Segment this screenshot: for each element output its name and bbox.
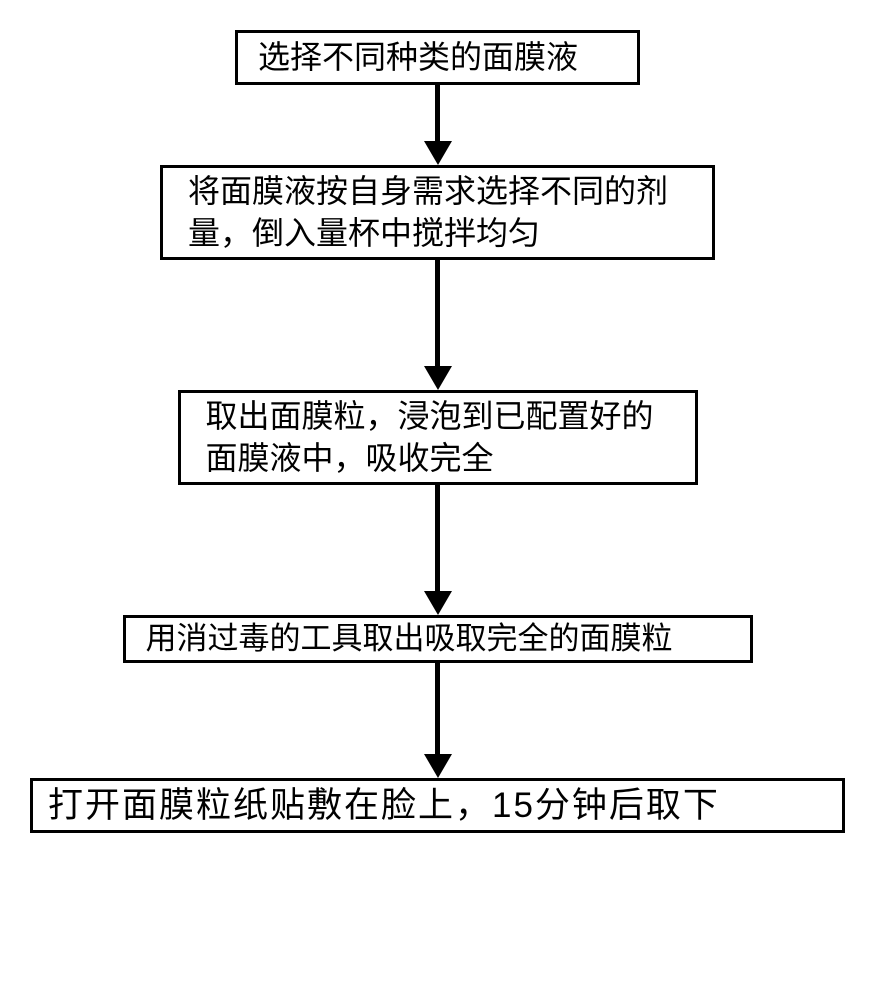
flowchart-step-3: 取出面膜粒，浸泡到已配置好的面膜液中，吸收完全 (178, 390, 698, 485)
step-text: 打开面膜粒纸贴敷在脸上，15分钟后取下 (48, 783, 720, 829)
flowchart-step-5: 打开面膜粒纸贴敷在脸上，15分钟后取下 (30, 778, 845, 833)
flowchart-container: 选择不同种类的面膜液 将面膜液按自身需求选择不同的剂量，倒入量杯中搅拌均匀 取出… (0, 0, 875, 833)
flowchart-arrow-1 (424, 85, 452, 165)
step-text: 选择不同种类的面膜液 (258, 37, 578, 79)
flowchart-arrow-3 (424, 485, 452, 615)
step-text: 取出面膜粒，浸泡到已配置好的面膜液中，吸收完全 (206, 396, 680, 479)
flowchart-step-2: 将面膜液按自身需求选择不同的剂量，倒入量杯中搅拌均匀 (160, 165, 715, 260)
flowchart-step-4: 用消过毒的工具取出吸取完全的面膜粒 (123, 615, 753, 663)
step-text: 用消过毒的工具取出吸取完全的面膜粒 (146, 619, 673, 659)
flowchart-arrow-4 (424, 663, 452, 778)
flowchart-step-1: 选择不同种类的面膜液 (235, 30, 640, 85)
flowchart-arrow-2 (424, 260, 452, 390)
step-text: 将面膜液按自身需求选择不同的剂量，倒入量杯中搅拌均匀 (188, 171, 697, 254)
